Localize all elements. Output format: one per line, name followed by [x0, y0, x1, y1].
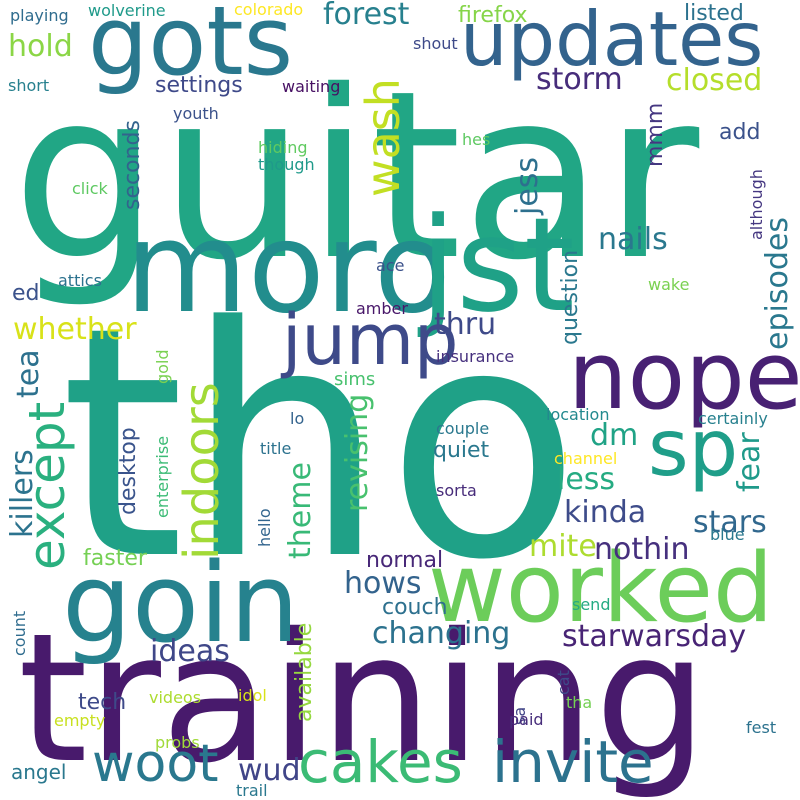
word-moro: moro [125, 194, 451, 341]
word-wud: wud [238, 753, 301, 788]
word-amber: amber [356, 299, 408, 318]
word-seconds: seconds [120, 120, 145, 210]
word-couch: couch [382, 595, 448, 620]
word-add: add [719, 120, 761, 145]
word-attics: attics [58, 271, 102, 290]
word-goin: goin [62, 539, 300, 667]
word-invite: invite [492, 728, 654, 796]
word-count: count [10, 610, 29, 656]
word-wake: wake [648, 275, 690, 294]
word-short: short [8, 76, 50, 95]
word-couple: couple [436, 419, 490, 438]
word-changing: changing [372, 616, 511, 651]
word-listed: listed [684, 1, 744, 26]
word-idol: idol [238, 686, 267, 705]
word-fear: fear [732, 432, 767, 492]
word-updates: updates [460, 0, 764, 83]
word-videos: videos [149, 688, 202, 707]
word-gold: gold [153, 349, 172, 384]
word-although: although [747, 169, 766, 240]
word-tech: tech [78, 690, 127, 715]
word-nails: nails [598, 222, 668, 257]
word-normal: normal [366, 548, 444, 573]
word-cakes: cakes [298, 728, 463, 796]
word-enterprise: enterprise [153, 435, 172, 518]
word-hows: hows [344, 566, 422, 601]
word-youth: youth [173, 104, 219, 123]
word-tho: tho [60, 259, 581, 629]
word-trail: trail [236, 781, 268, 800]
word-hes: hes [462, 130, 491, 149]
word-fest: fest [746, 718, 777, 737]
word-hello: hello [255, 508, 274, 547]
word-less: less [557, 462, 616, 497]
word-hiding: hiding [258, 138, 308, 157]
word-paid: paid [509, 710, 544, 729]
word-ace: ace [376, 256, 405, 275]
word-shout: shout [413, 34, 458, 53]
word-playing: playing [10, 6, 69, 25]
word-probs: probs [155, 733, 200, 752]
word-channel: channel [554, 449, 618, 468]
word-jst: jst [420, 189, 575, 341]
word-tea: tea [11, 349, 46, 398]
word-episodes: episodes [760, 217, 795, 350]
word-though: though [258, 155, 315, 174]
word-certainly: certainly [698, 409, 768, 428]
word-nothin: nothin [594, 532, 690, 567]
word-thru: thru [434, 307, 497, 342]
word-waiting: waiting [282, 77, 341, 96]
word-empty: empty [54, 711, 106, 730]
word-starwarsday: starwarsday [562, 619, 747, 654]
word-nope: nope [568, 322, 800, 431]
word-woot: woot [92, 734, 219, 794]
word-dm: dm [590, 418, 639, 453]
word-theme: theme [283, 462, 318, 559]
word-training: training [18, 595, 708, 800]
word-tha: tha [566, 693, 593, 712]
word-revising: revising [340, 393, 375, 512]
word-title: title [260, 439, 292, 458]
word-mite: mite [529, 529, 597, 564]
word-guitar: guitar [12, 41, 700, 311]
word-storm: storm [536, 62, 623, 97]
word-firefox: firefox [458, 3, 528, 28]
word-hold: hold [8, 29, 73, 64]
word-sorta: sorta [436, 481, 477, 500]
word-stars: stars [693, 505, 767, 540]
word-cat: cat [554, 670, 573, 695]
word-ideas: ideas [150, 634, 230, 669]
word-settings: settings [155, 73, 243, 98]
word-angel: angel [11, 760, 67, 784]
word-kinda: kinda [564, 495, 647, 530]
word-whether: whether [13, 312, 137, 347]
word-location: location [546, 405, 610, 424]
word-colorado: colorado [234, 0, 304, 19]
word-wolverine: wolverine [88, 1, 166, 20]
word-insurance: insurance [436, 347, 515, 366]
word-lo: lo [290, 409, 305, 428]
word-closed: closed [666, 63, 763, 98]
word-jump: jump [282, 299, 459, 381]
word-forest: forest [323, 0, 410, 32]
word-gots: gots [88, 0, 294, 97]
word-question: question [558, 249, 583, 345]
word-killers: killers [5, 449, 40, 538]
word-faster: faster [83, 546, 147, 571]
word-worked: worked [428, 534, 774, 644]
word-indoors: indoors [174, 382, 230, 560]
word-sp: sp [648, 404, 739, 494]
word-sims: sims [334, 369, 376, 390]
word-wash: wash [356, 78, 410, 197]
word-ed: ed [12, 281, 40, 306]
word-jess: jess [510, 156, 545, 215]
word-blue: blue [710, 525, 745, 544]
word-available: available [292, 622, 317, 722]
word-quiet: quiet [433, 438, 490, 463]
word-send: send [572, 595, 611, 614]
word-mmm: mmm [643, 102, 668, 167]
word-click: click [72, 179, 108, 198]
word-desktop: desktop [116, 427, 141, 515]
